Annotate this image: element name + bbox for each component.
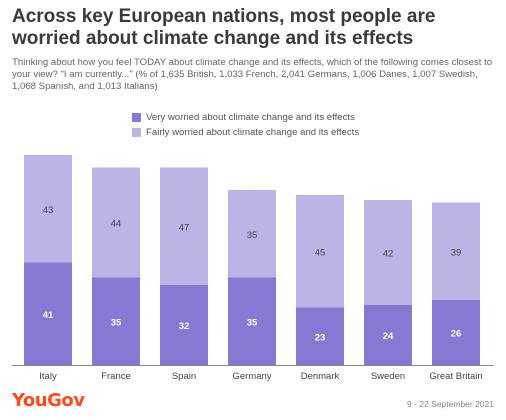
data-label-very-3: 35 [247, 317, 258, 328]
x-tick-label-1: France [101, 371, 131, 382]
data-label-very-0: 41 [43, 310, 54, 321]
legend-item-fairly: Fairly worried about climate change and … [132, 125, 359, 139]
data-label-very-6: 26 [451, 329, 462, 340]
chart-subtitle: Thinking about how you feel TODAY about … [12, 57, 493, 92]
legend-label-very: Very worried about climate change and it… [146, 111, 355, 123]
bar-very-1 [92, 277, 140, 365]
bar-fairly-1 [92, 167, 140, 278]
data-label-fairly-5: 42 [383, 249, 394, 260]
data-label-fairly-0: 43 [43, 205, 54, 216]
bar-fairly-3 [228, 190, 276, 278]
bar-fairly-4 [296, 195, 344, 308]
legend: Very worried about climate change and it… [132, 110, 359, 140]
data-label-fairly-2: 47 [179, 222, 190, 233]
legend-swatch-very [132, 112, 141, 122]
data-label-fairly-1: 44 [111, 219, 122, 230]
data-label-very-1: 35 [111, 317, 122, 328]
data-label-very-4: 23 [315, 332, 326, 343]
data-label-fairly-6: 39 [451, 247, 462, 258]
bar-very-2 [160, 285, 208, 365]
legend-swatch-fairly [132, 127, 141, 137]
data-label-very-2: 32 [179, 321, 190, 332]
x-tick-label-5: Sweden [371, 371, 405, 382]
bar-very-6 [432, 300, 480, 365]
x-tick-label-0: Italy [39, 371, 57, 382]
data-label-fairly-3: 35 [247, 230, 258, 241]
data-label-fairly-4: 45 [315, 247, 326, 258]
bar-very-3 [228, 277, 276, 365]
x-tick-label-3: Germany [232, 371, 271, 382]
date-footnote: 9 - 22 September 2021 [407, 399, 494, 409]
bar-very-4 [296, 307, 344, 365]
bar-fairly-0 [24, 155, 72, 263]
chart-title: Across key European nations, most people… [12, 6, 436, 49]
x-tick-label-6: Great Britain [429, 371, 482, 382]
bar-fairly-6 [432, 202, 480, 300]
legend-item-very: Very worried about climate change and it… [132, 110, 359, 124]
data-label-very-5: 24 [383, 331, 394, 342]
bar-very-5 [364, 305, 412, 365]
x-tick-label-4: Denmark [301, 371, 340, 382]
x-tick-label-2: Spain [172, 371, 196, 382]
bar-very-0 [24, 262, 72, 365]
bar-fairly-2 [160, 167, 208, 285]
yougov-logo: YouGov [12, 390, 85, 411]
legend-label-fairly: Fairly worried about climate change and … [146, 126, 360, 138]
bar-fairly-5 [364, 200, 412, 305]
